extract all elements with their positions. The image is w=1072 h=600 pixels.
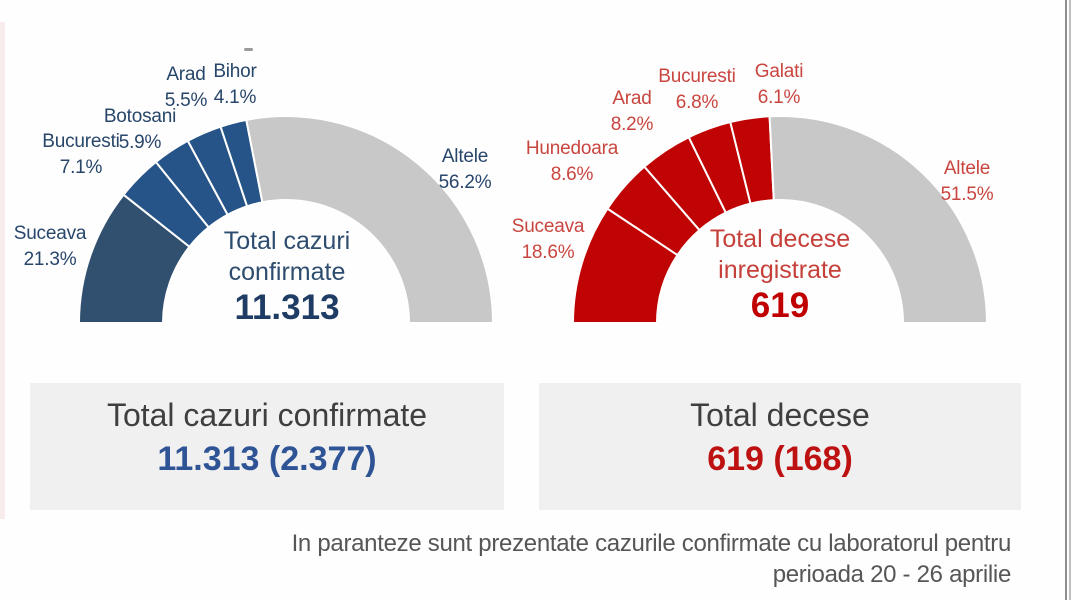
confirmed-title-line1: Total cazuri — [223, 227, 351, 255]
deaths-title-line1: Total decese — [709, 225, 851, 253]
confirmed-total-value: 11.313 — [234, 288, 340, 327]
slice-label-hunedoara-deaths: Hunedoara 8.6% — [525, 138, 619, 185]
slice-label-arad: Arad 5.5% — [164, 64, 208, 111]
slice-label-galati-deaths: Galati 6.1% — [754, 61, 804, 108]
footnote: In paranteze sunt prezentate cazurile co… — [291, 528, 1012, 590]
confirmed-cases-donut — [78, 115, 494, 324]
confirmed-center-title: Total cazuri confirmate 11.313 — [187, 226, 387, 327]
donut-slice-altele — [768, 115, 988, 324]
slice-label-bihor: Bihor 4.1% — [213, 61, 257, 108]
slice-label-suceava-deaths: Suceava 18.6% — [511, 216, 585, 263]
confirmed-card-title: Total cazuri confirmate — [106, 397, 428, 433]
confirmed-card-value: 11.313 (2.377) — [157, 440, 377, 478]
slice-label-altele: Altele 56.2% — [438, 146, 492, 193]
small-dash-artifact — [244, 48, 253, 51]
slice-label-suceava: Suceava 21.3% — [13, 223, 87, 270]
deaths-title-line2: inregistrate — [718, 256, 842, 284]
slice-label-botosani: Botosani 5.9% — [103, 106, 177, 153]
footnote-line2: perioada 20 - 26 aprilie — [772, 561, 1012, 588]
slice-label-bucuresti-deaths: Bucuresti 6.8% — [658, 66, 736, 113]
deaths-total-value: 619 — [750, 286, 810, 325]
slice-label-arad-deaths: Arad 8.2% — [610, 88, 654, 135]
donut-slice-altele — [245, 115, 494, 324]
deaths-summary-card: Total decese 619 (168) — [539, 383, 1021, 510]
confirmed-title-line2: confirmate — [228, 258, 346, 286]
slice-label-altele-deaths: Altele 51.5% — [940, 158, 994, 205]
slice-label-bucuresti: Bucuresti 7.1% — [42, 131, 120, 178]
scrollbar-track[interactable] — [1065, 0, 1067, 600]
left-edge-artifact — [0, 22, 5, 519]
window-edge-line — [1069, 0, 1071, 600]
footnote-line1: In paranteze sunt prezentate cazurile co… — [291, 530, 1012, 557]
deaths-card-title: Total decese — [690, 397, 870, 433]
deaths-donut — [572, 115, 988, 324]
deaths-center-title: Total decese inregistrate 619 — [680, 224, 880, 325]
confirmed-summary-card: Total cazuri confirmate 11.313 (2.377) — [30, 383, 504, 510]
deaths-card-value: 619 (168) — [707, 440, 853, 478]
